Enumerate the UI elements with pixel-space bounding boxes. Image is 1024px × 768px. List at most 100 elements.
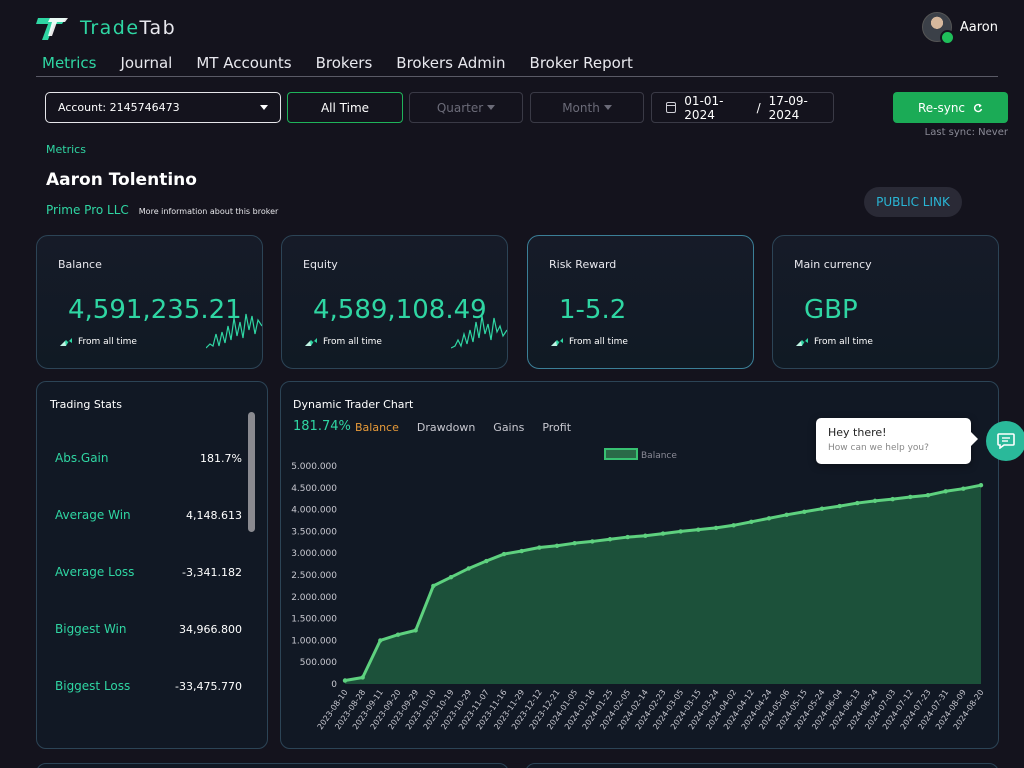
balance-point (766, 516, 772, 521)
public-link-button[interactable]: PUBLIC LINK (864, 187, 962, 217)
balance-point (696, 527, 701, 532)
card-label: Main currency (794, 258, 872, 271)
balance-point (943, 489, 948, 494)
stat-row: Average Win 4,148.613 (55, 508, 242, 522)
y-tick-label: 500.000 (300, 658, 337, 668)
balance-point (837, 503, 842, 509)
quarter-label: Quarter (436, 100, 484, 115)
stat-value: 4,148.613 (186, 508, 242, 522)
date-from: 01-01-2024 (684, 93, 724, 122)
y-tick-label: 5.000.000 (291, 462, 337, 472)
tab-drawdown[interactable]: Drawdown (416, 421, 476, 434)
y-tick-label: 0 (331, 680, 337, 690)
nav-item-brokers-admin[interactable]: Brokers Admin (396, 54, 506, 72)
date-range-picker[interactable]: 01-01-2024 / 17-09-2024 (651, 92, 834, 123)
nav-item-brokers[interactable]: Brokers (315, 54, 373, 72)
trading-stats-panel: Trading Stats Abs.Gain 181.7% Average Wi… (36, 381, 268, 749)
month-label: Month (562, 100, 600, 115)
balance-point (342, 678, 348, 683)
broker-name[interactable]: Prime Pro LLC (46, 203, 129, 217)
y-tick-label: 1.000.000 (291, 636, 337, 646)
nav-item-journal[interactable]: Journal (120, 54, 173, 72)
chat-icon (997, 433, 1015, 449)
resync-button[interactable]: Re-sync (893, 92, 1008, 123)
y-tick-label: 2.500.000 (291, 571, 337, 581)
quarter-dropdown[interactable]: Quarter (409, 92, 523, 123)
card-subtext: From all time (305, 337, 382, 347)
currency-card: Main currency GBP From all time (772, 235, 999, 369)
risk-reward-card: Risk Reward 1-5.2 From all time (527, 235, 754, 369)
balance-point (413, 628, 418, 633)
all-time-button[interactable]: All Time (287, 92, 403, 123)
resync-label: Re-sync (917, 100, 966, 115)
equity-card: Equity 4,589,108.49 From all time (281, 235, 508, 369)
main-nav: Metrics Journal MT Accounts Brokers Brokers … (42, 54, 633, 72)
balance-point (660, 531, 666, 536)
card-subtext: From all time (60, 337, 137, 347)
avatar[interactable] (921, 12, 955, 45)
chevron-down-icon (603, 105, 612, 110)
balance-point (731, 523, 736, 528)
chevron-down-icon (260, 105, 268, 110)
balance-point (395, 632, 401, 637)
calendar-icon (666, 102, 677, 113)
equity-sparkline (451, 315, 507, 349)
card-label: Balance (58, 258, 102, 271)
chat-subtitle: How can we help you? (828, 443, 929, 453)
nav-item-metrics[interactable]: Metrics (42, 54, 97, 72)
card-subtext-label: From all time (78, 337, 137, 347)
stat-row: Biggest Win 34,966.800 (55, 622, 242, 636)
refresh-icon (973, 103, 983, 112)
balance-point (590, 539, 595, 544)
balance-point (678, 529, 683, 534)
chart-tabs: Balance Drawdown Gains Profit (355, 421, 571, 434)
logo-icon (36, 18, 68, 40)
chat-greeting[interactable]: Hey there! How can we help you? (816, 418, 978, 464)
stat-value: -3,341.182 (182, 565, 242, 579)
balance-point (784, 512, 789, 518)
breadcrumb[interactable]: Metrics (46, 143, 86, 156)
bottom-card-right (525, 763, 999, 768)
date-to: 17-09-2024 (768, 93, 808, 122)
nav-item-broker-report[interactable]: Broker Report (529, 54, 633, 72)
balance-point (961, 486, 966, 491)
chevron-down-icon (487, 105, 496, 110)
balance-point (466, 566, 471, 571)
balance-chart: Balance 5.000.000 4.500.000 4.000.000 3.500.… (291, 448, 986, 731)
balance-point (802, 509, 807, 514)
tab-profit[interactable]: Profit (542, 421, 572, 434)
broker-info: Prime Pro LLC More information about thi… (46, 203, 278, 217)
balance-point (501, 551, 507, 557)
y-tick-label: 2.000.000 (291, 593, 337, 603)
balance-point (519, 548, 524, 554)
card-subtext: From all time (796, 337, 873, 347)
card-value: 4,591,235.21 (68, 295, 242, 325)
balance-point (484, 558, 489, 564)
balance-point (448, 574, 454, 580)
balance-point (643, 533, 648, 538)
stat-value: 181.7% (200, 451, 242, 465)
month-dropdown[interactable]: Month (530, 92, 644, 123)
balance-point (713, 525, 719, 531)
nav-divider (36, 76, 998, 77)
card-value: GBP (804, 295, 858, 325)
balance-point (890, 496, 895, 502)
balance-point (978, 482, 984, 488)
tab-balance[interactable]: Balance (355, 421, 399, 434)
scrollbar[interactable] (248, 412, 255, 532)
chat-launcher-button[interactable] (986, 421, 1024, 461)
brand-logo[interactable]: TradeTab (36, 14, 176, 42)
nav-item-mt-accounts[interactable]: MT Accounts (196, 54, 292, 72)
user-menu[interactable]: Aaron (921, 12, 998, 45)
stat-row: Average Loss -3,341.182 (55, 565, 242, 579)
user-name: Aaron (959, 19, 998, 35)
trading-stats-title: Trading Stats (50, 398, 122, 411)
broker-more-link[interactable]: More information about this broker (138, 207, 279, 216)
tab-gains[interactable]: Gains (493, 421, 525, 434)
account-select[interactable]: Account: 2145746473 (45, 92, 281, 123)
stat-label: Biggest Loss (55, 679, 131, 693)
stat-label: Average Win (55, 508, 131, 522)
y-tick-label: 3.000.000 (291, 549, 337, 559)
card-label: Equity (303, 258, 338, 271)
card-subtext-label: From all time (323, 337, 382, 347)
